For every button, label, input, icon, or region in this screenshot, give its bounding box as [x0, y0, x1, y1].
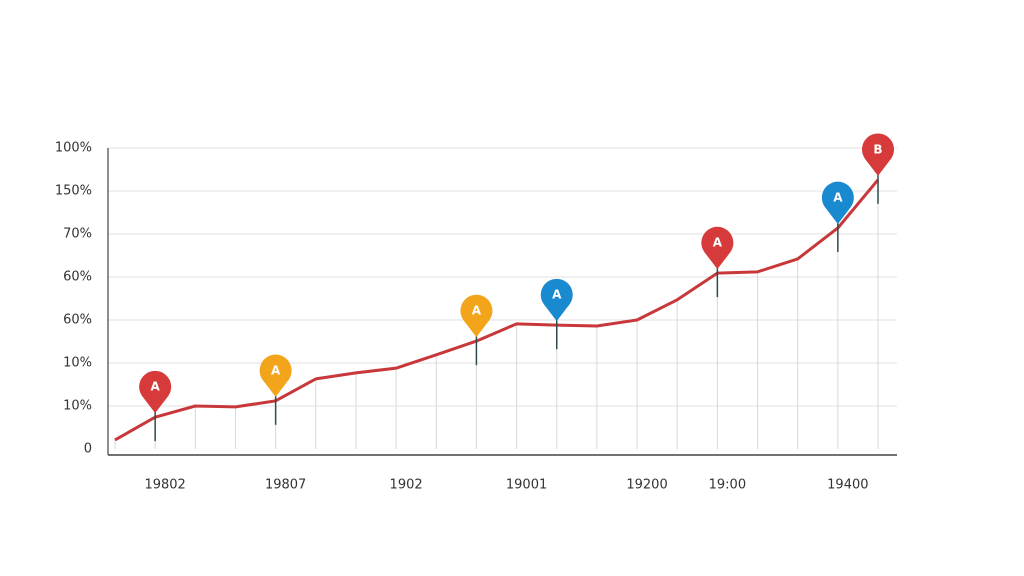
y-tick-label: 150%	[55, 184, 92, 199]
x-tick-label: 19200	[626, 478, 667, 493]
y-tick-label: 10%	[63, 399, 92, 414]
pin	[460, 294, 493, 338]
pin-label: B	[873, 142, 882, 156]
pin-label: A	[552, 288, 562, 302]
data-line	[114, 178, 880, 442]
pin	[540, 278, 573, 322]
x-tick-label: 19:00	[709, 478, 746, 493]
pin-label: A	[713, 236, 723, 250]
pin	[821, 181, 854, 224]
pin	[259, 354, 292, 397]
pin-label: A	[271, 363, 281, 377]
pin	[139, 370, 172, 414]
y-tick-label: 60%	[63, 313, 92, 328]
x-tick-label: 19807	[265, 478, 306, 493]
pin-label: A	[833, 190, 843, 204]
y-tick-label: 10%	[63, 356, 92, 371]
y-tick-label: 60%	[63, 270, 92, 285]
y-tick-label: 100%	[55, 141, 92, 156]
y-tick-label: 0	[84, 442, 92, 457]
pin-label: A	[151, 380, 161, 394]
pin	[701, 226, 734, 270]
pin	[862, 133, 894, 176]
x-tick-label: 19001	[506, 478, 547, 493]
pin-label: A	[472, 304, 482, 318]
x-tick-label: 19400	[827, 478, 868, 493]
x-tick-label: 19802	[144, 478, 185, 493]
y-tick-label: 70%	[63, 227, 92, 242]
x-tick-label: 1902	[390, 478, 423, 493]
